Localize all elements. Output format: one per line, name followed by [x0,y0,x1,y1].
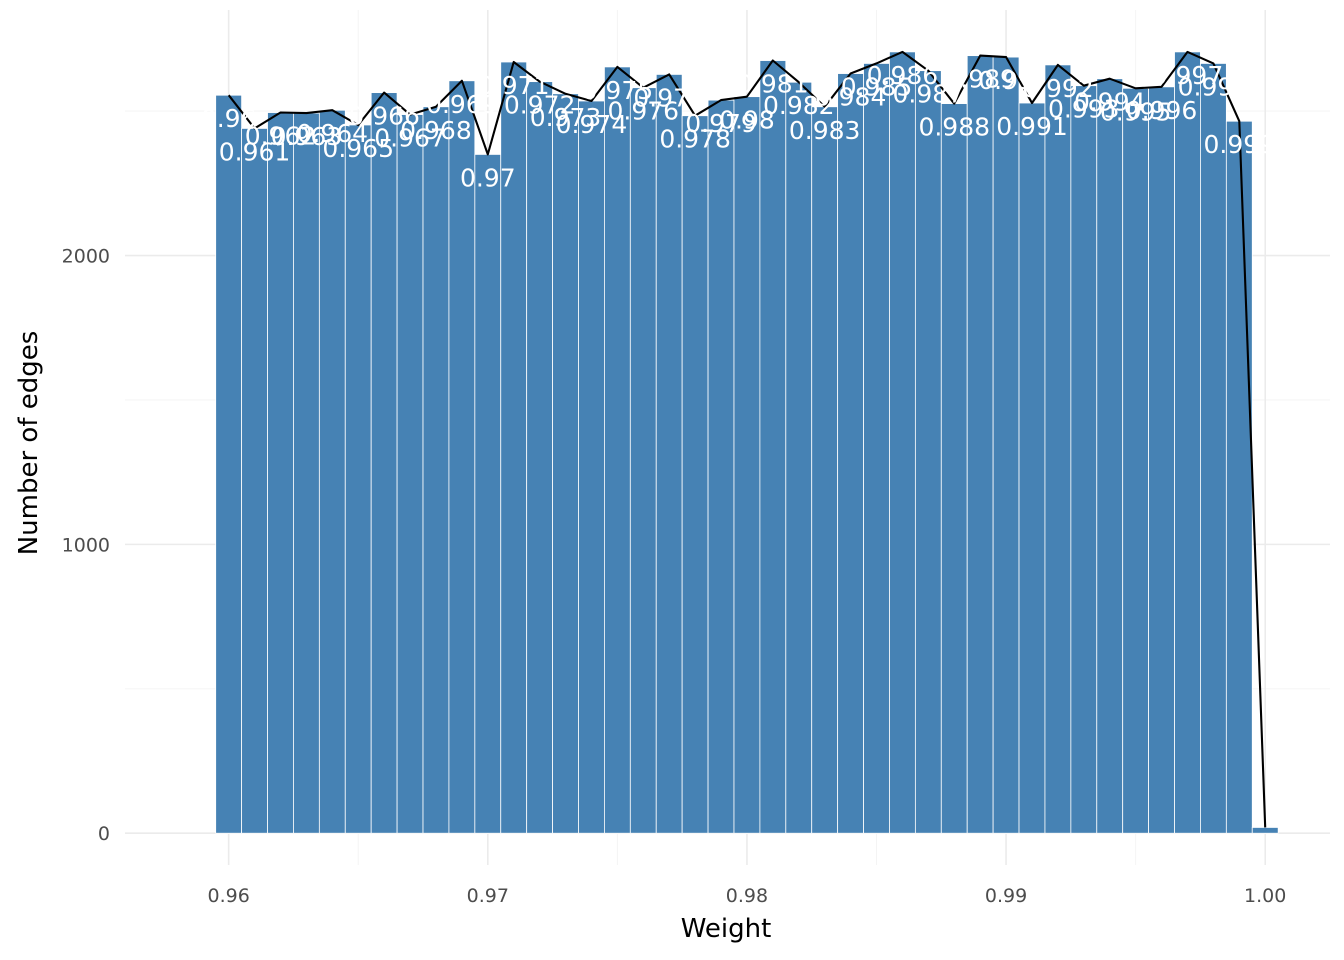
bar-data-label: 0.964 [297,119,369,148]
bar-data-label: 0.999 [1204,130,1276,159]
bar-data-label: 0.982 [763,91,835,120]
bar-data-label: 0.989 [944,65,1016,94]
bar-data-label: 0.998 [1178,72,1250,101]
histogram-bar [811,106,839,834]
trend-line [227,50,1267,828]
histogram-bar [1148,86,1175,834]
bar-data-label: 0.992 [1022,74,1094,103]
bar-data-label: 0.987 [893,80,965,109]
histogram-bar [1018,102,1046,834]
x-tick-label: 0.96 [207,885,249,907]
histogram-bar [681,115,709,834]
bar-data-label: 0.991 [996,112,1068,141]
data-labels: 0.960.9610.9620.9630.9640.9650.9660.9670… [201,61,1275,193]
histogram-bar [604,66,631,834]
histogram-bar [863,63,890,834]
histogram-bar [370,92,398,834]
y-tick-label: 0 [98,823,110,845]
x-axis-ticks: 0.96 0.97 0.98 0.99 1.00 [207,885,1286,907]
histogram-bar [759,60,787,834]
histogram-bar [344,124,372,834]
histogram-bar [318,109,346,834]
bar-data-label: 0.963 [271,122,343,151]
histogram-bar [733,96,761,834]
histogram-bar [293,112,320,834]
bar-data-label: 0.995 [1100,97,1172,126]
bar-data-label: 0.994 [1074,88,1146,117]
bar-data-label: 0.98 [719,106,775,135]
bar-data-label: 0.981 [737,70,809,99]
bar-data-label: 0.972 [504,91,576,120]
histogram-bar [629,87,657,834]
histogram-bar [448,80,476,834]
histogram-bar [500,61,528,834]
histogram-bar [1122,87,1150,834]
histogram-bar [215,94,243,834]
bar-data-label: 0.976 [607,97,679,126]
histogram-bar [578,100,605,834]
bar-data-label: 0.978 [659,125,731,154]
x-axis-title: Weight [681,914,772,944]
histogram-bar [1200,63,1227,834]
histogram-bar [707,99,735,834]
bar-data-label: 0.979 [685,109,757,138]
bar-data-label: 0.971 [478,71,550,100]
histogram-bar [1044,64,1072,834]
histogram-bar [1096,78,1124,834]
bars [215,51,1279,834]
histogram-bar [889,51,916,834]
bar-data-label: 0.984 [815,83,887,112]
bar-data-label: 0.966 [348,102,420,131]
bar-data-label: 0.993 [1048,95,1120,124]
x-tick-label: 0.98 [726,885,768,907]
bar-data-label: 0.988 [918,113,990,142]
bar-data-label: 0.974 [556,110,628,139]
bar-data-label: 0.961 [219,137,291,166]
bar-data-label: 0.968 [400,116,472,145]
y-axis-ticks: 0 1000 2000 [62,246,110,846]
histogram-bar [837,73,864,834]
x-tick-label: 0.97 [467,885,509,907]
bar-data-label: 0.975 [582,76,654,105]
histogram-bar [552,93,579,834]
trend-line-group [227,50,1267,828]
histogram-bar [1225,120,1253,834]
bar-data-label: 0.965 [322,134,394,163]
y-tick-label: 1000 [62,534,110,556]
histogram-bar [474,154,502,834]
histogram-bar [940,103,968,834]
histogram-bar [1251,827,1279,834]
histogram-bar [992,56,1020,834]
histogram-bar [396,114,424,834]
histogram-bar [241,128,268,834]
y-axis-title: Number of edges [14,331,44,556]
bar-data-label: 0.986 [867,61,939,90]
histogram-bar [655,74,683,834]
x-tick-label: 0.99 [985,885,1027,907]
bar-data-label: 0.983 [789,116,861,145]
bar-data-label: 0.99 [978,66,1034,95]
bar-data-label: 0.977 [633,83,705,112]
histogram-bar [1174,51,1201,834]
bar-data-label: 0.96 [201,104,257,133]
histogram-bar [526,81,553,834]
histogram-bar [422,106,450,834]
histogram-bar [966,55,994,834]
bar-data-label: 0.996 [1126,96,1198,125]
bar-data-label: 0.967 [374,124,446,153]
histogram-bar [914,70,942,834]
bar-data-label: 0.973 [530,103,602,132]
bar-data-label: 0.985 [841,72,913,101]
bar-data-label: 0.962 [245,122,317,151]
bar-data-label: 0.97 [460,163,516,192]
histogram-bar [1070,85,1098,834]
bar-data-label: 0.969 [426,90,498,119]
y-tick-label: 2000 [62,246,110,268]
bar-data-label: 0.997 [1152,61,1224,90]
histogram-bar [267,112,294,834]
x-tick-label: 1.00 [1244,885,1286,907]
histogram-bar [785,81,813,834]
